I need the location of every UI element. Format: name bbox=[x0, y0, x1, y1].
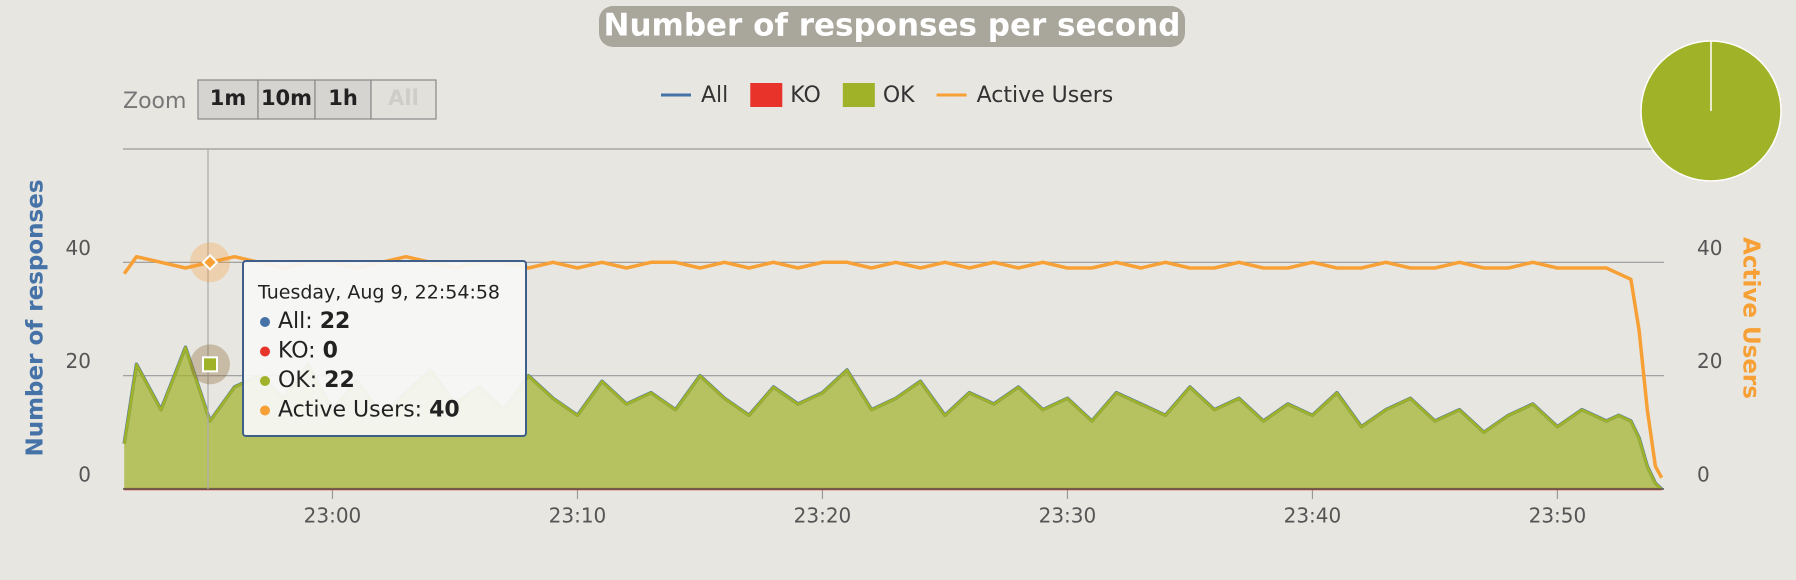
tooltip-sep: : bbox=[305, 309, 312, 334]
legend-label[interactable]: KO bbox=[790, 83, 821, 108]
x-tick-label: 23:40 bbox=[1284, 504, 1342, 528]
hover-marker bbox=[202, 356, 218, 373]
zoom-button-label: All bbox=[388, 86, 419, 110]
tooltip-bullet bbox=[260, 346, 270, 357]
zoom-button-label[interactable]: 1m bbox=[210, 86, 247, 110]
tooltip-name: All bbox=[278, 309, 305, 334]
tooltip-value: 0 bbox=[323, 339, 338, 364]
tooltip-gap bbox=[317, 368, 324, 393]
title-pill bbox=[599, 6, 1185, 47]
x-tick-label: 23:00 bbox=[304, 504, 362, 528]
zoom-button-label[interactable]: 10m bbox=[261, 86, 312, 110]
area-2 bbox=[124, 347, 1662, 489]
tooltip-bullet bbox=[260, 317, 270, 327]
y2-tick-label: 40 bbox=[1697, 236, 1722, 260]
tooltip-gap bbox=[422, 398, 429, 423]
tooltip-name: KO bbox=[278, 339, 308, 364]
tooltip-sep: : bbox=[308, 339, 315, 364]
tooltip-value: 40 bbox=[429, 398, 460, 423]
y-tick-label: 0 bbox=[78, 463, 91, 487]
legend-label[interactable]: All bbox=[701, 83, 728, 108]
zoom-button-label[interactable]: 1h bbox=[328, 86, 358, 110]
tooltip-value: 22 bbox=[324, 368, 355, 393]
tooltip-row: All: 22 bbox=[278, 309, 350, 334]
tooltip-name: Active Users bbox=[278, 398, 415, 423]
tooltip-row: KO: 0 bbox=[278, 339, 338, 364]
y-axis-title: Number of responses bbox=[23, 179, 49, 456]
tooltip-bullet bbox=[260, 376, 270, 386]
y2-tick-label: 0 bbox=[1697, 463, 1710, 487]
y-tick-label: 40 bbox=[66, 236, 91, 260]
tooltip-bullet bbox=[260, 405, 270, 416]
x-tick-label: 23:10 bbox=[549, 504, 607, 528]
zoom-button bbox=[370, 79, 437, 120]
tooltip-gap bbox=[313, 309, 320, 334]
tooltip-row: OK: 22 bbox=[278, 368, 355, 393]
tooltip-title: Tuesday, Aug 9, 22:54:58 bbox=[257, 282, 500, 304]
y2-axis-title: Active Users bbox=[1738, 237, 1764, 399]
x-tick-label: 23:20 bbox=[794, 504, 852, 528]
legend-symbol bbox=[842, 83, 875, 107]
legend-label[interactable]: OK bbox=[883, 83, 915, 108]
chart-title: Number of responses per second bbox=[604, 8, 1181, 44]
legend-label[interactable]: Active Users bbox=[977, 83, 1114, 108]
tooltip-sep: : bbox=[415, 398, 422, 423]
hover-marker bbox=[201, 253, 219, 271]
tooltip-value: 22 bbox=[320, 309, 351, 334]
x-tick-label: 23:30 bbox=[1039, 504, 1097, 528]
zoom-label: Zoom bbox=[123, 89, 186, 114]
x-tick-label: 23:50 bbox=[1529, 504, 1587, 528]
tooltip-gap bbox=[316, 339, 323, 364]
tooltip-row: Active Users: 40 bbox=[278, 398, 460, 423]
tooltip-box bbox=[242, 260, 527, 437]
y2-tick-label: 20 bbox=[1697, 349, 1722, 373]
y-tick-label: 20 bbox=[66, 349, 91, 373]
legend-symbol bbox=[750, 83, 783, 107]
tooltip-sep: : bbox=[310, 368, 317, 393]
tooltip-name: OK bbox=[278, 368, 310, 393]
